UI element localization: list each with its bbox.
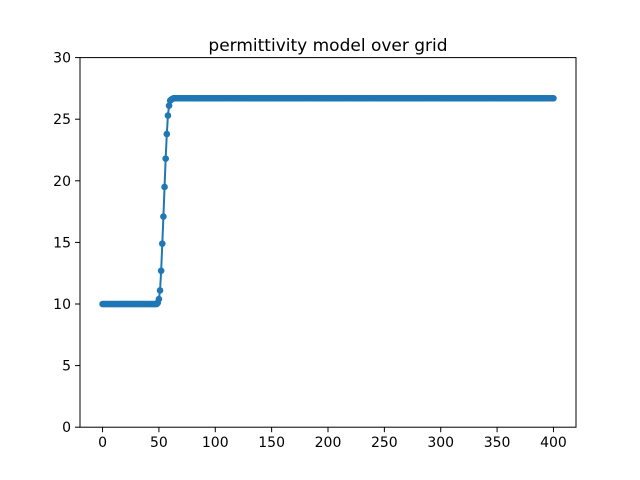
x-tick-label: 250 — [371, 435, 398, 451]
series-marker — [158, 240, 166, 247]
series-marker — [157, 267, 165, 275]
chart-title: permittivity model over grid — [208, 36, 447, 56]
series-marker — [156, 287, 164, 294]
y-tick-label: 10 — [53, 297, 71, 313]
y-tick-label: 25 — [53, 112, 71, 128]
series-marker — [161, 183, 168, 191]
x-tick-label: 50 — [150, 435, 168, 451]
series-marker — [155, 295, 163, 303]
x-tick-label: 150 — [258, 435, 285, 451]
y-tick-label: 15 — [53, 235, 71, 251]
tick-layer: 0 50 100 150 200 250 300 350 400 0 5 10 15 20 25 30 — [53, 51, 567, 452]
series-marker — [162, 155, 169, 162]
series-marker — [165, 102, 173, 109]
series-marker — [163, 130, 171, 138]
x-tick-label: 0 — [98, 435, 107, 451]
y-tick-label: 0 — [62, 420, 71, 436]
y-tick-label: 30 — [53, 51, 71, 67]
series-marker — [160, 213, 167, 220]
x-tick-label: 350 — [484, 435, 511, 451]
x-tick-label: 300 — [427, 435, 454, 451]
x-tick-label: 100 — [202, 435, 229, 451]
x-tick-label: 200 — [315, 435, 342, 451]
axes-area — [80, 57, 576, 428]
x-tick-label: 400 — [540, 435, 567, 451]
series-marker — [164, 112, 172, 119]
series-marker — [550, 94, 557, 102]
y-tick-label: 20 — [53, 174, 71, 190]
y-tick-label: 5 — [62, 359, 71, 375]
data-series-layer — [99, 94, 557, 308]
